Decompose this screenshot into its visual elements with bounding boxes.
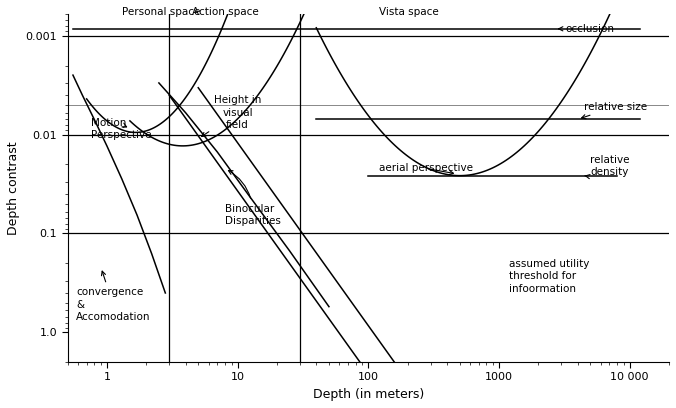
Text: Vista space: Vista space — [379, 7, 439, 17]
Text: Binocular
Disparities: Binocular Disparities — [225, 171, 281, 226]
Text: Action space: Action space — [192, 7, 259, 17]
X-axis label: Depth (in meters): Depth (in meters) — [313, 388, 424, 401]
Text: Height in
visual
field: Height in visual field — [201, 95, 262, 137]
Text: Motion
Perspective: Motion Perspective — [91, 118, 151, 140]
Text: convergence
&
Accomodation: convergence & Accomodation — [76, 271, 151, 322]
Y-axis label: Depth contrast: Depth contrast — [7, 141, 20, 235]
Text: relative
density: relative density — [585, 155, 630, 179]
Text: occlusion: occlusion — [558, 24, 614, 34]
Text: relative size: relative size — [581, 102, 648, 119]
Text: assumed utility
threshold for
infoormation: assumed utility threshold for infoormati… — [509, 259, 589, 293]
Text: Personal space: Personal space — [122, 7, 200, 17]
Text: aerial perspective: aerial perspective — [379, 164, 473, 175]
